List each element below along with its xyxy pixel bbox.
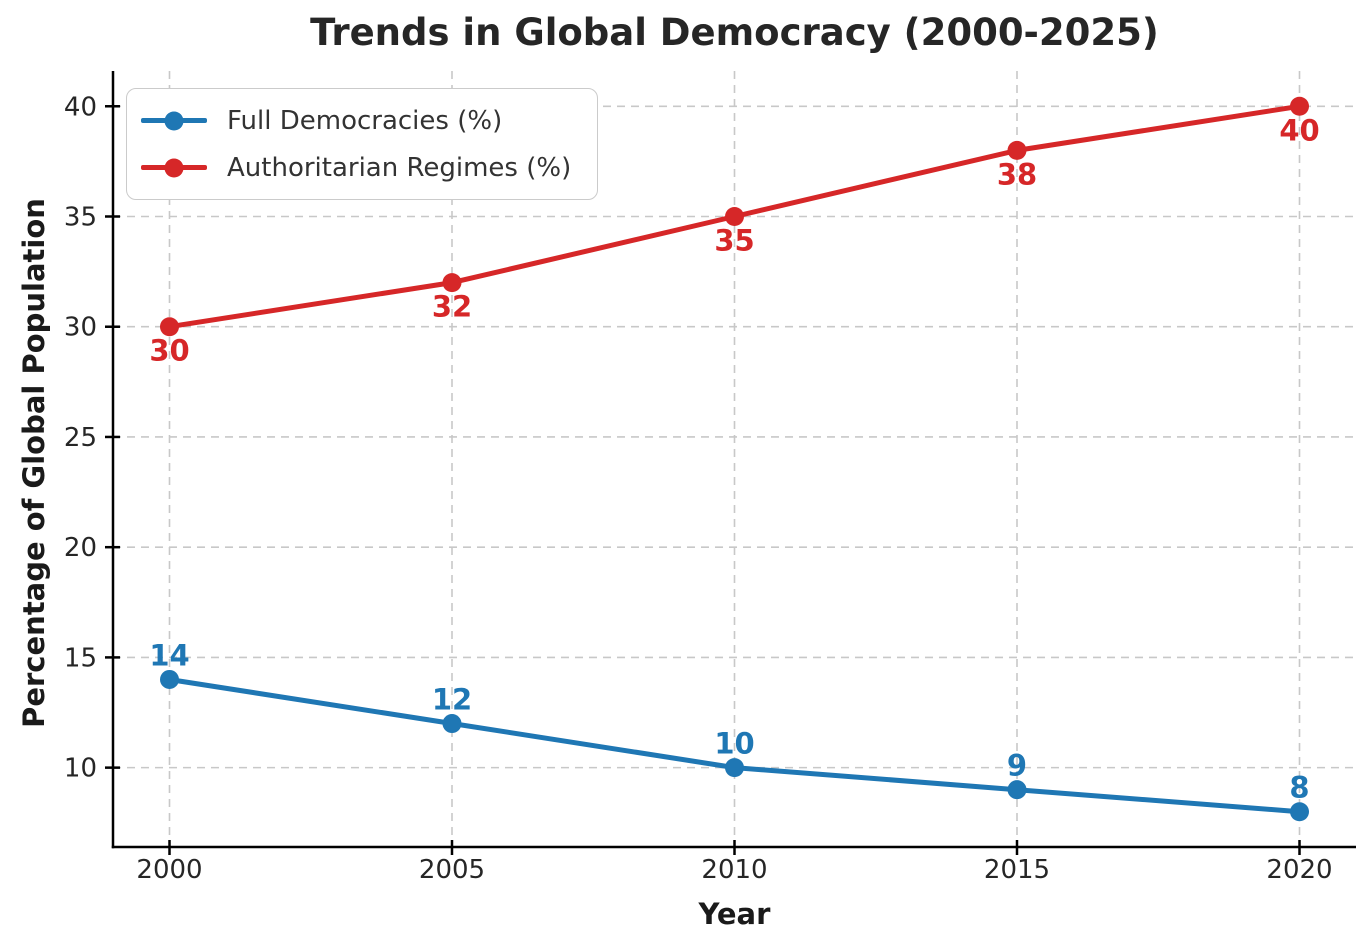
data-point-marker [160,317,179,337]
data-point-marker [1007,780,1027,800]
legend-label: Full Democracies (%) [227,105,503,136]
legend-label: Authoritarian Regimes (%) [227,152,572,183]
y-tick-label: 25 [64,423,97,453]
data-point-marker [1007,140,1027,160]
data-point-label: 40 [1279,113,1319,147]
data-point-label: 12 [432,683,472,717]
data-point-label: 30 [149,334,189,368]
y-axis-label: Percentage of Global Population [17,198,51,728]
data-point-marker [1290,802,1309,822]
chart-title: Trends in Global Democracy (2000-2025) [310,11,1159,54]
x-axis-label: Year [698,897,771,931]
data-point-marker [725,207,744,226]
x-tick-label: 2000 [136,855,202,885]
legend-line-marker-icon [141,157,207,179]
x-tick-label: 2015 [984,855,1050,885]
data-point-label: 14 [149,638,189,672]
y-tick-label: 30 [64,313,97,343]
data-point-label: 9 [1007,749,1027,783]
y-tick-label: 35 [64,203,97,233]
legend: Full Democracies (%) Authoritarian Regim… [126,88,599,200]
y-tick-label: 15 [64,643,97,673]
data-point-label: 8 [1289,771,1309,805]
data-point-marker [442,273,462,293]
data-point-marker [1290,96,1309,116]
y-tick-label: 20 [64,533,97,563]
data-point-label: 32 [432,290,472,324]
data-point-marker [725,758,744,778]
data-point-label: 10 [714,727,754,761]
y-tick-label: 10 [64,754,97,784]
legend-line-marker-icon [141,110,207,132]
x-tick-label: 2010 [701,855,767,885]
data-point-marker [442,714,462,734]
data-point-marker [160,669,179,689]
data-point-label: 35 [714,224,754,258]
x-tick-label: 2020 [1266,855,1332,885]
data-point-label: 38 [997,157,1037,191]
y-tick-label: 40 [64,92,97,122]
legend-item-authoritarian-regimes: Authoritarian Regimes (%) [141,145,571,190]
x-tick-label: 2005 [419,855,485,885]
legend-item-full-democracies: Full Democracies (%) [141,98,571,143]
